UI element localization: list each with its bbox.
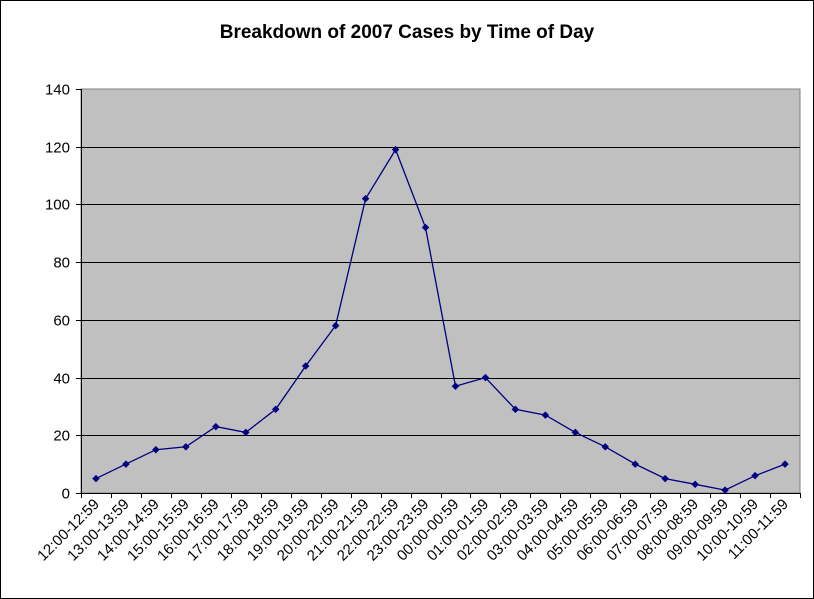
data-point [751,471,759,480]
data-point [781,460,789,468]
data-point [391,145,400,154]
data-point [361,194,370,203]
data-point [182,442,190,451]
chart-title: Breakdown of 2007 Cases by Time of Day [219,22,595,43]
series-line [95,148,786,491]
data-point [481,373,490,382]
data-point [661,474,670,483]
data-point [211,422,220,431]
plot-area [80,88,801,494]
data-point [421,223,430,232]
y-tick-label: 100 [45,197,70,214]
data-point [511,405,520,414]
y-tick-label: 0 [62,486,70,503]
data-point [122,460,130,468]
y-tick-label: 20 [53,428,70,445]
data-point [152,445,160,454]
data-point [271,405,280,414]
y-tick-label: 40 [53,371,70,388]
data-point [451,382,460,391]
data-point [301,362,310,370]
data-point [241,428,250,437]
y-tick-label: 140 [45,82,70,99]
data-point [721,486,729,494]
y-tick-label: 60 [53,313,70,330]
data-point [631,460,640,468]
data-point [92,474,100,483]
data-point [331,321,340,330]
data-point [601,442,610,451]
data-point [571,428,580,437]
y-tick-label: 120 [45,140,70,157]
data-point [691,480,699,489]
data-point [541,411,550,419]
y-tick-label: 80 [53,255,70,272]
